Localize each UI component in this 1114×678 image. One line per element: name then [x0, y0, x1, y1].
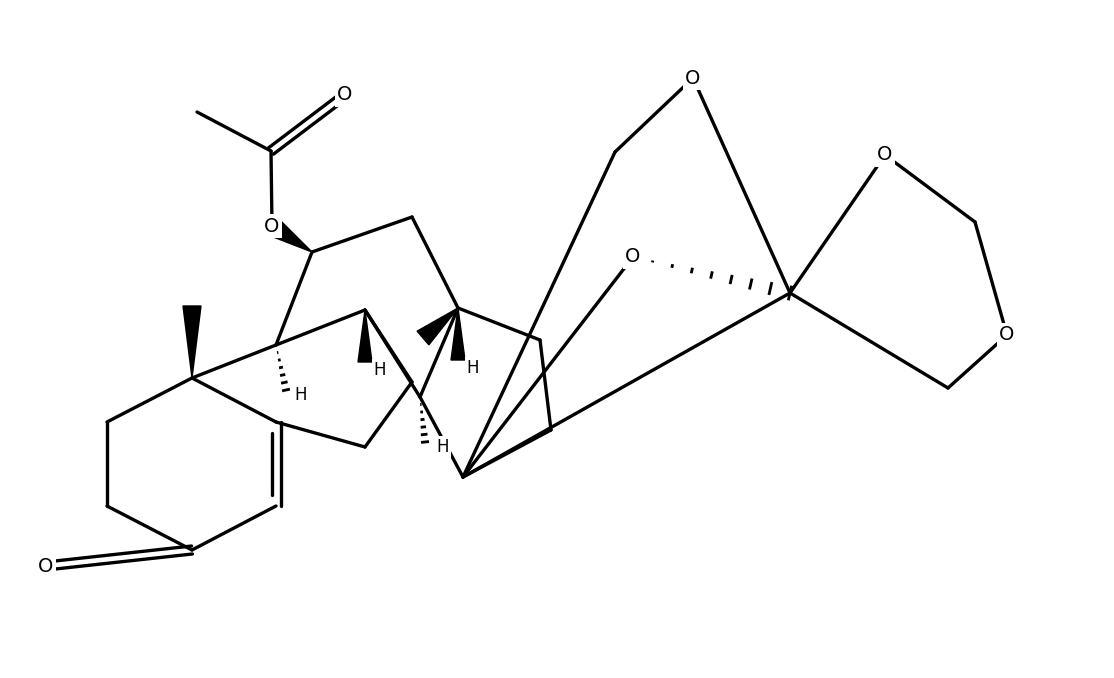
Text: O: O	[878, 146, 892, 165]
Text: O: O	[338, 85, 353, 104]
Text: H: H	[295, 386, 307, 404]
Text: O: O	[38, 557, 53, 576]
Text: H: H	[437, 438, 449, 456]
Text: O: O	[264, 216, 280, 235]
Text: H: H	[374, 361, 387, 379]
Text: O: O	[625, 247, 641, 266]
Polygon shape	[451, 308, 465, 360]
Text: H: H	[467, 359, 479, 377]
Text: O: O	[685, 68, 701, 87]
Polygon shape	[266, 218, 312, 252]
Polygon shape	[358, 310, 372, 362]
Polygon shape	[183, 306, 201, 378]
Polygon shape	[417, 308, 458, 345]
Text: O: O	[999, 325, 1015, 344]
